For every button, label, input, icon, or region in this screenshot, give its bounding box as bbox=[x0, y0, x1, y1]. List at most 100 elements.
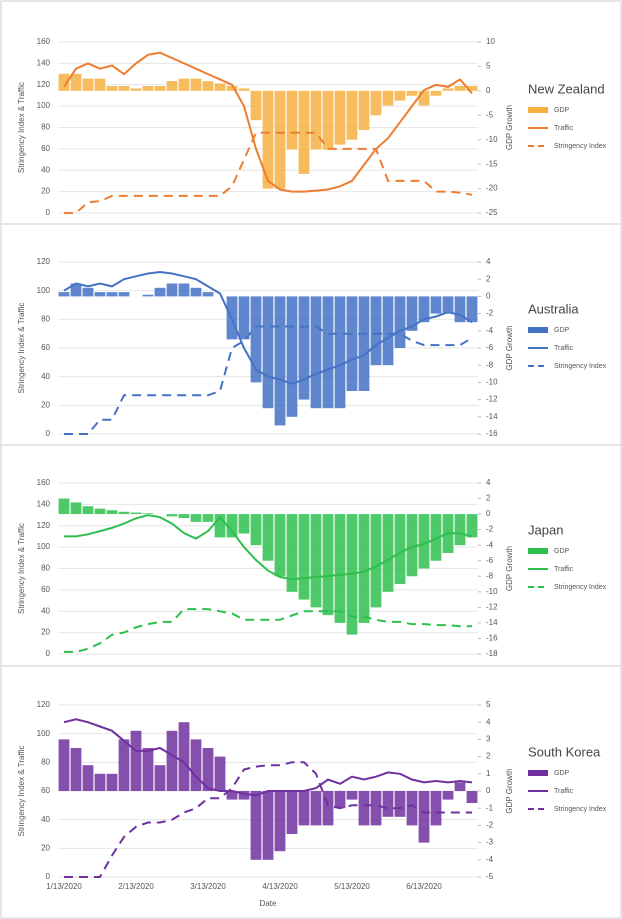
legend-label: GDP bbox=[554, 107, 570, 114]
bar bbox=[382, 514, 394, 592]
y-tick-label: 60 bbox=[41, 144, 50, 153]
bar bbox=[214, 756, 226, 791]
y2-axis-label: GDP Growth bbox=[505, 546, 514, 591]
legend-title: South Korea bbox=[528, 744, 601, 759]
bar bbox=[202, 514, 214, 522]
bar bbox=[214, 514, 226, 538]
bar bbox=[58, 498, 70, 515]
y2-tick-label: -10 bbox=[486, 587, 498, 596]
bar bbox=[310, 791, 322, 826]
bar bbox=[418, 296, 430, 323]
legend-label: Stringency Index bbox=[554, 806, 607, 813]
y2-tick-label: -15 bbox=[486, 159, 498, 168]
y-tick-label: 100 bbox=[37, 286, 51, 295]
bar bbox=[406, 90, 418, 96]
bar bbox=[118, 85, 130, 91]
y-tick-label: 40 bbox=[41, 165, 50, 174]
bar bbox=[358, 296, 370, 391]
y2-axis-label: GDP Growth bbox=[505, 325, 514, 370]
x-tick-label: 5/13/2020 bbox=[334, 882, 370, 891]
bar bbox=[334, 514, 346, 623]
y2-tick-label: 2 bbox=[486, 274, 491, 283]
bar bbox=[58, 73, 70, 91]
x-tick-label: 2/13/2020 bbox=[118, 882, 154, 891]
bar bbox=[298, 791, 310, 826]
bar bbox=[322, 514, 334, 616]
bar bbox=[262, 90, 274, 189]
bar bbox=[430, 514, 442, 561]
bar bbox=[202, 292, 214, 297]
bar bbox=[274, 296, 286, 426]
legend-label: Stringency Index bbox=[554, 584, 607, 591]
legend-label: Traffic bbox=[554, 788, 574, 795]
traffic-line bbox=[64, 514, 473, 581]
bar bbox=[454, 782, 466, 791]
bar bbox=[142, 294, 154, 297]
x-tick-label: 6/13/2020 bbox=[406, 882, 442, 891]
bar bbox=[334, 90, 346, 145]
bar bbox=[58, 292, 70, 297]
bar bbox=[406, 296, 418, 331]
bar bbox=[142, 85, 154, 91]
legend-label: Traffic bbox=[554, 345, 574, 352]
bar bbox=[202, 81, 214, 91]
bar bbox=[94, 292, 106, 297]
bar bbox=[286, 514, 298, 592]
bar bbox=[82, 78, 94, 91]
y-tick-label: 120 bbox=[37, 521, 51, 530]
y-tick-label: 60 bbox=[41, 585, 50, 594]
y-tick-label: 120 bbox=[37, 700, 51, 709]
bar bbox=[142, 513, 154, 515]
bar bbox=[250, 791, 262, 860]
bar bbox=[370, 514, 382, 608]
y-tick-label: 140 bbox=[37, 499, 51, 508]
legend-label: GDP bbox=[554, 327, 570, 334]
bar bbox=[274, 514, 286, 577]
bar bbox=[382, 90, 394, 106]
y-tick-label: 160 bbox=[37, 478, 51, 487]
legend-swatch bbox=[528, 770, 548, 776]
y-tick-label: 20 bbox=[41, 187, 50, 196]
y-tick-label: 60 bbox=[41, 786, 50, 795]
legend-label: Stringency Index bbox=[554, 143, 607, 150]
legend-swatch bbox=[528, 327, 548, 333]
y2-tick-label: -4 bbox=[486, 855, 494, 864]
y-tick-label: 120 bbox=[37, 80, 51, 89]
y2-tick-label: -18 bbox=[486, 649, 498, 658]
bar bbox=[94, 773, 106, 791]
y2-tick-label: 0 bbox=[486, 786, 491, 795]
bar bbox=[166, 730, 178, 791]
bar bbox=[370, 791, 382, 826]
stringency-line bbox=[64, 608, 472, 653]
bar bbox=[166, 81, 178, 91]
y2-tick-label: -16 bbox=[486, 429, 498, 438]
bar bbox=[454, 514, 466, 546]
y-tick-label: 0 bbox=[46, 872, 51, 881]
bar bbox=[442, 88, 454, 91]
legend-label: Traffic bbox=[554, 566, 574, 573]
bar bbox=[238, 514, 250, 534]
bar bbox=[94, 508, 106, 515]
bar bbox=[430, 791, 442, 826]
bar bbox=[130, 88, 142, 91]
y2-tick-label: -16 bbox=[486, 634, 498, 643]
y2-tick-label: -14 bbox=[486, 618, 498, 627]
bar bbox=[418, 791, 430, 843]
bar bbox=[106, 773, 118, 791]
bar bbox=[406, 514, 418, 577]
x-tick-label: 1/13/2020 bbox=[46, 882, 82, 891]
bar bbox=[70, 73, 82, 91]
bar bbox=[70, 502, 82, 515]
y-tick-label: 0 bbox=[46, 649, 51, 658]
y2-tick-label: -4 bbox=[486, 326, 494, 335]
y2-tick-label: -10 bbox=[486, 378, 498, 387]
bar bbox=[370, 90, 382, 116]
bar bbox=[118, 739, 130, 791]
bar bbox=[178, 722, 190, 791]
bar bbox=[130, 512, 142, 515]
bar bbox=[190, 287, 202, 297]
bar bbox=[262, 296, 274, 409]
bar bbox=[106, 85, 118, 91]
bar bbox=[466, 85, 478, 91]
